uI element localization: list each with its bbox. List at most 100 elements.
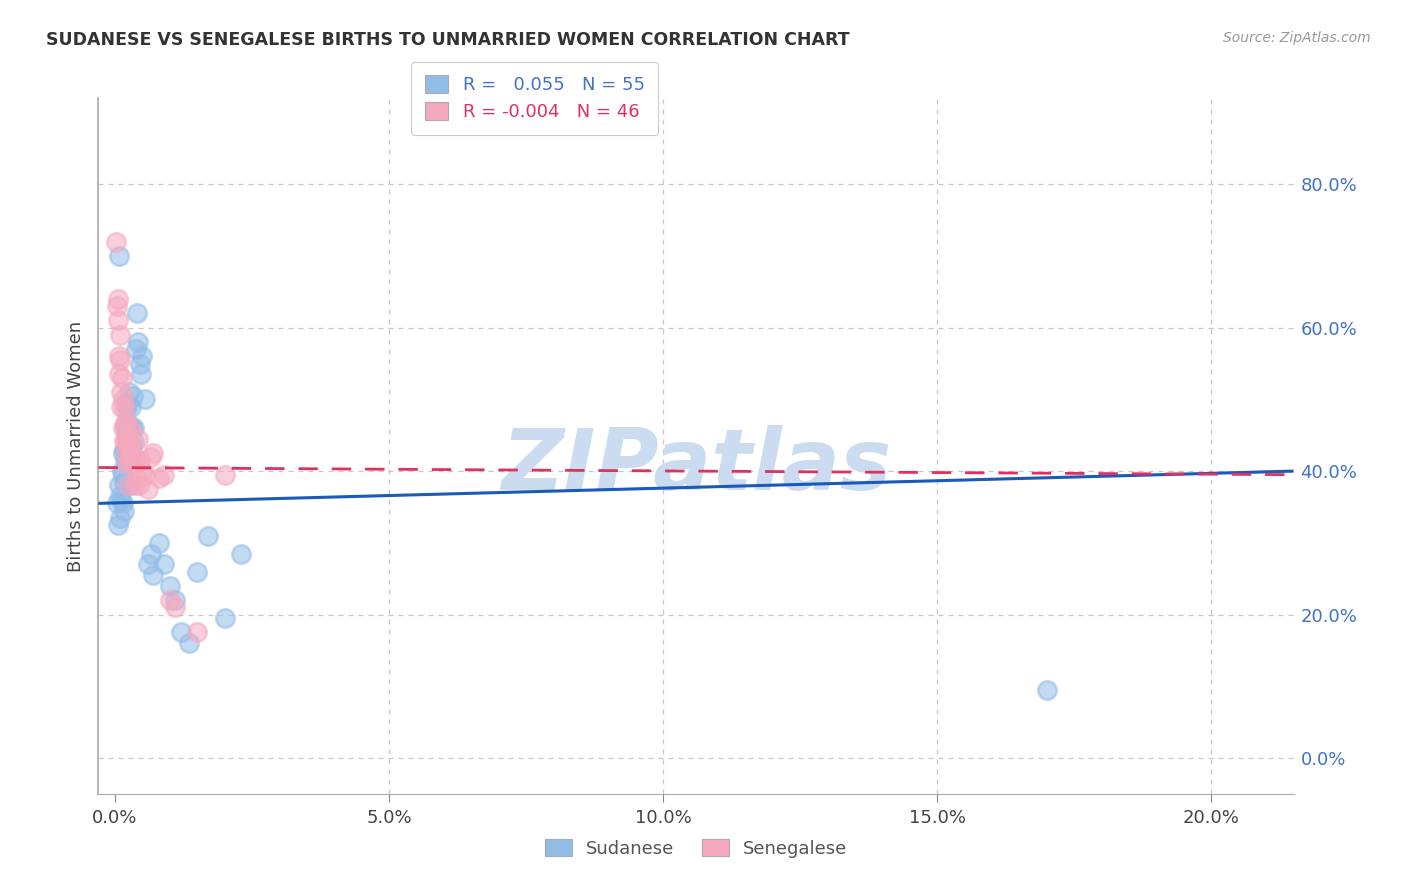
Point	[131, 349, 153, 363]
Point	[124, 478, 146, 492]
Point	[112, 475, 135, 489]
Point	[108, 249, 131, 263]
Point	[112, 400, 135, 414]
Point	[112, 435, 135, 450]
Point	[134, 467, 156, 482]
Point	[117, 428, 139, 442]
Point	[120, 478, 142, 492]
Point	[107, 349, 129, 363]
Point	[110, 489, 132, 503]
Point	[117, 478, 139, 492]
Point	[114, 446, 136, 460]
Point	[229, 547, 252, 561]
Point	[110, 510, 132, 524]
Point	[142, 568, 165, 582]
Point	[112, 442, 135, 457]
Point	[153, 558, 176, 572]
Point	[105, 299, 128, 313]
Point	[165, 593, 187, 607]
Text: Source: ZipAtlas.com: Source: ZipAtlas.com	[1223, 31, 1371, 45]
Point	[121, 421, 143, 435]
Point	[128, 478, 150, 492]
Point	[118, 421, 141, 435]
Point	[186, 565, 208, 579]
Point	[108, 478, 131, 492]
Point	[120, 400, 142, 414]
Text: ZIPatlas: ZIPatlas	[501, 425, 891, 508]
Point	[108, 327, 131, 342]
Point	[153, 467, 176, 482]
Point	[112, 503, 135, 517]
Point	[122, 389, 145, 403]
Point	[118, 425, 141, 439]
Text: SUDANESE VS SENEGALESE BIRTHS TO UNMARRIED WOMEN CORRELATION CHART: SUDANESE VS SENEGALESE BIRTHS TO UNMARRI…	[46, 31, 851, 49]
Point	[120, 442, 142, 457]
Point	[115, 414, 138, 428]
Point	[197, 529, 219, 543]
Point	[114, 421, 136, 435]
Point	[186, 625, 208, 640]
Point	[117, 425, 139, 439]
Point	[127, 334, 149, 349]
Point	[111, 371, 134, 385]
Point	[148, 471, 170, 485]
Point	[117, 457, 139, 471]
Point	[169, 625, 191, 640]
Point	[120, 446, 142, 460]
Point	[105, 496, 128, 510]
Point	[125, 306, 148, 320]
Point	[136, 558, 159, 572]
Point	[108, 368, 131, 382]
Point	[134, 392, 156, 407]
Point	[104, 235, 127, 249]
Point	[129, 368, 152, 382]
Point	[142, 446, 165, 460]
Point	[125, 471, 148, 485]
Point	[117, 417, 139, 432]
Point	[122, 421, 145, 435]
Point	[136, 482, 159, 496]
Point	[165, 600, 187, 615]
Point	[114, 417, 136, 432]
Point	[115, 432, 138, 446]
Point	[148, 536, 170, 550]
Point	[125, 453, 148, 467]
Legend: Sudanese, Senegalese: Sudanese, Senegalese	[537, 831, 855, 865]
Point	[129, 453, 152, 467]
Point	[110, 353, 132, 368]
Point	[114, 432, 136, 446]
Point	[121, 439, 143, 453]
Point	[112, 446, 135, 460]
Point	[128, 357, 150, 371]
Point	[107, 517, 129, 532]
Point	[122, 457, 145, 471]
Point	[118, 453, 141, 467]
Y-axis label: Births to Unmarried Women: Births to Unmarried Women	[66, 320, 84, 572]
Point	[111, 496, 134, 510]
Point	[117, 385, 139, 400]
Point	[121, 450, 143, 464]
Point	[112, 421, 135, 435]
Point	[139, 547, 162, 561]
Point	[111, 467, 134, 482]
Point	[115, 396, 138, 410]
Point	[114, 442, 136, 457]
Point	[127, 432, 149, 446]
Point	[107, 313, 129, 327]
Point	[159, 579, 181, 593]
Point	[115, 435, 138, 450]
Point	[111, 392, 134, 407]
Point	[177, 636, 200, 650]
Point	[117, 400, 139, 414]
Point	[107, 292, 129, 306]
Point	[139, 450, 162, 464]
Point	[131, 464, 153, 478]
Point	[110, 400, 132, 414]
Point	[1036, 682, 1059, 697]
Point	[214, 611, 236, 625]
Point	[159, 593, 181, 607]
Point	[114, 453, 136, 467]
Point	[125, 342, 148, 356]
Point	[110, 385, 132, 400]
Point	[114, 417, 136, 432]
